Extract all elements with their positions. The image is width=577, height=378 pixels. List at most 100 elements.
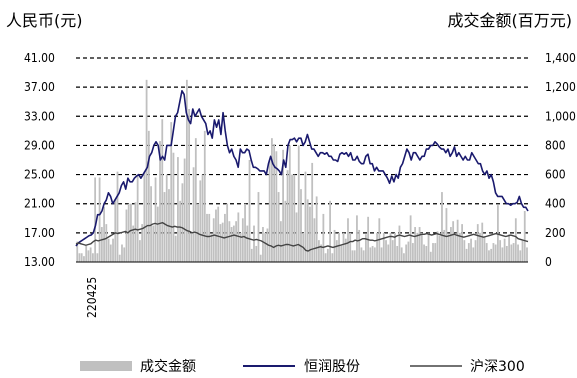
- volume-bar: [445, 208, 448, 262]
- right-tick-label: 600: [545, 168, 566, 182]
- right-tick-label: 800: [545, 138, 566, 152]
- volume-bar: [505, 245, 508, 262]
- volume-bar: [170, 122, 173, 262]
- volume-bar: [425, 245, 428, 262]
- left-tick-label: 41.00: [24, 51, 55, 65]
- legend-swatch-volume: [80, 361, 132, 371]
- volume-bar: [485, 243, 488, 262]
- volume-bar: [262, 227, 264, 262]
- volume-bar: [385, 240, 387, 262]
- volume-bar: [208, 213, 211, 262]
- volume-bar: [286, 170, 289, 262]
- volume-bar: [228, 221, 231, 262]
- volume-bar: [429, 251, 432, 262]
- volume-bar: [163, 192, 166, 262]
- volume-bar: [373, 247, 376, 262]
- right-tick-label: 1,400: [545, 51, 576, 65]
- volume-bar: [306, 199, 309, 262]
- volume-bar: [380, 247, 383, 262]
- volume-bar: [291, 174, 293, 262]
- volume-bar: [358, 229, 361, 262]
- volume-bar: [441, 192, 443, 262]
- volume-bar: [134, 202, 137, 262]
- volume-bar: [499, 240, 502, 262]
- legend: 成交金额 恒润股份 沪深300: [80, 358, 525, 375]
- volume-bar: [329, 200, 331, 262]
- volume-bar: [114, 199, 117, 262]
- volume-bar: [508, 234, 510, 262]
- volume-bar: [118, 254, 121, 262]
- volume-bar: [250, 248, 253, 262]
- volume-bar: [226, 203, 229, 262]
- volume-bar: [338, 232, 340, 262]
- volume-bar: [526, 247, 528, 262]
- volume-bar: [490, 248, 493, 262]
- volume-bar: [284, 200, 287, 262]
- volume-bar: [83, 256, 85, 262]
- volume-bar: [109, 244, 112, 262]
- volume-bar: [398, 225, 401, 262]
- volume-bar: [185, 79, 188, 262]
- volume-bar: [154, 177, 157, 262]
- volume-bar: [217, 206, 220, 262]
- volume-bar: [467, 243, 470, 262]
- volume-bar: [313, 218, 316, 262]
- volume-bar: [150, 186, 152, 262]
- volume-bar: [76, 241, 79, 262]
- right-tick-label: 1,000: [545, 109, 576, 123]
- volume-bar: [324, 253, 327, 262]
- volume-bar: [362, 250, 365, 262]
- volume-bar: [512, 243, 515, 262]
- volume-bar: [221, 222, 224, 262]
- volume-bar: [300, 189, 302, 262]
- volume-bar: [248, 160, 251, 262]
- volume-bar: [434, 243, 437, 262]
- volume-bar: [317, 240, 320, 262]
- right-axis-title: 成交金额(百万元): [448, 11, 573, 30]
- volume-bar: [391, 240, 394, 262]
- volume-bar: [288, 145, 291, 262]
- volume-bar: [130, 203, 132, 262]
- left-axis-title: 人民币(元): [6, 11, 83, 30]
- volume-bar: [411, 243, 414, 262]
- volume-bar: [156, 206, 159, 262]
- volume-bar: [403, 253, 405, 262]
- volume-bar: [271, 138, 273, 262]
- volume-bar: [340, 244, 343, 262]
- volume-bar: [353, 250, 356, 262]
- volume-bar: [438, 235, 441, 262]
- volume-bar: [94, 177, 97, 262]
- volume-bar: [454, 235, 457, 262]
- volume-bar: [521, 240, 524, 262]
- volume-bar: [279, 221, 282, 262]
- volume-bar: [427, 232, 430, 262]
- volume-bar: [199, 180, 202, 262]
- volume-bar: [387, 244, 390, 262]
- volume-bar: [141, 224, 144, 262]
- volume-bar: [147, 130, 150, 262]
- volume-bar: [219, 224, 222, 262]
- volume-bar: [190, 232, 193, 262]
- volume-bar: [501, 247, 504, 262]
- volume-bar: [517, 244, 519, 262]
- legend-label-index: 沪深300: [470, 359, 525, 375]
- volume-bar: [136, 174, 139, 262]
- volume-bar: [275, 151, 278, 262]
- volume-bar: [342, 232, 345, 262]
- volume-bar: [161, 119, 164, 262]
- volume-bar: [309, 206, 311, 262]
- price-lines: [75, 89, 529, 252]
- volume-bar: [349, 232, 352, 262]
- left-tick-label: 21.00: [24, 197, 55, 211]
- volume-bar: [474, 240, 477, 262]
- volume-bar: [203, 130, 206, 262]
- volume-bar: [304, 171, 307, 262]
- volume-bar: [458, 232, 461, 262]
- volume-bar: [488, 250, 490, 262]
- volume-bar: [423, 244, 425, 262]
- volume-bar: [85, 245, 88, 262]
- volume-bar: [295, 212, 298, 262]
- volume-bar: [416, 232, 419, 262]
- volume-bar: [152, 225, 155, 262]
